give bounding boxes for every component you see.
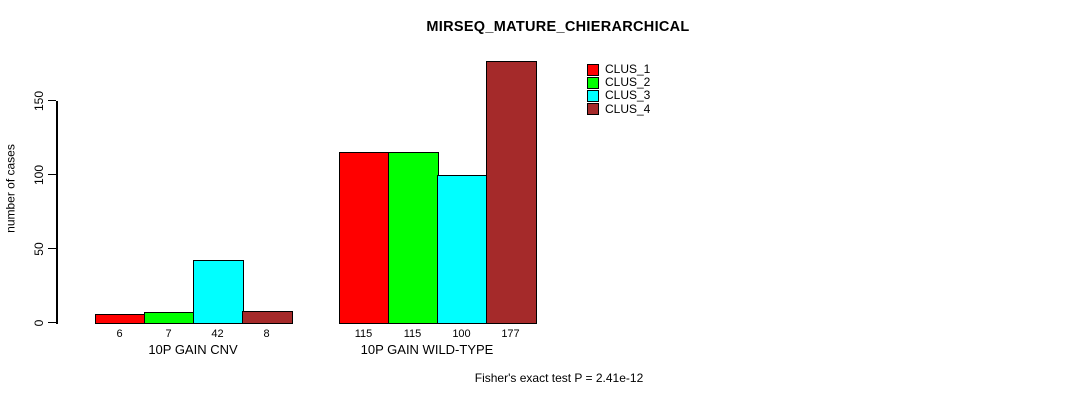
bar-clus_1-2	[339, 152, 390, 324]
y-tick-label: 50	[32, 241, 46, 256]
y-tick-label: 100	[32, 164, 46, 185]
y-tick-label: 150	[32, 90, 46, 111]
bar-clus_2-1	[144, 312, 195, 324]
annotation-text: Fisher's exact test P = 2.41e-12	[474, 371, 644, 385]
legend: CLUS_1 CLUS_2 CLUS_3 CLUS_4	[587, 63, 650, 116]
y-tick-mark	[48, 321, 56, 324]
y-axis-line	[56, 100, 58, 324]
y-tick-mark	[48, 173, 56, 176]
y-tick-mark	[48, 99, 56, 102]
legend-swatch-clus_2	[587, 76, 599, 89]
legend-swatch-clus_1	[587, 63, 599, 76]
y-tick-label: 0	[32, 319, 46, 326]
y-tick-mark	[48, 247, 56, 250]
bar-value-label: 115	[403, 328, 422, 340]
group-label: 10P GAIN CNV	[148, 342, 238, 357]
y-axis-label: number of cases	[3, 144, 18, 233]
bar-value-label: 6	[116, 328, 123, 340]
bar-clus_1-1	[95, 313, 146, 324]
legend-swatch-clus_3	[587, 89, 599, 102]
bar-clus_3-1	[193, 260, 244, 324]
chart-title: MIRSEQ_MATURE_CHIERARCHICAL	[426, 19, 690, 35]
legend-item-clus_2: CLUS_2	[587, 76, 650, 89]
legend-label: CLUS_3	[605, 88, 651, 103]
bar-value-label: 8	[263, 328, 270, 340]
legend-label: CLUS_1	[605, 62, 651, 77]
group-label: 10P GAIN WILD-TYPE	[360, 342, 494, 357]
bar-clus_4-1	[242, 310, 293, 324]
bar-value-label: 115	[354, 328, 373, 340]
bar-clus_3-2	[437, 174, 488, 324]
legend-item-clus_4: CLUS_4	[587, 101, 651, 116]
legend-item-clus_3: CLUS_3	[587, 89, 650, 102]
legend-label: CLUS_4	[605, 101, 651, 116]
bar-value-label: 7	[165, 328, 172, 340]
legend-swatch-clus_4	[587, 103, 599, 116]
bar-clus_4-2	[486, 60, 537, 324]
bar-value-label: 100	[452, 328, 471, 340]
legend-label: CLUS_2	[605, 75, 651, 90]
bar-value-label: 42	[211, 328, 224, 340]
bar-clus_2-2	[388, 152, 439, 324]
bar-value-label: 177	[501, 328, 520, 340]
legend-item-clus_1: CLUS_1	[587, 63, 650, 76]
